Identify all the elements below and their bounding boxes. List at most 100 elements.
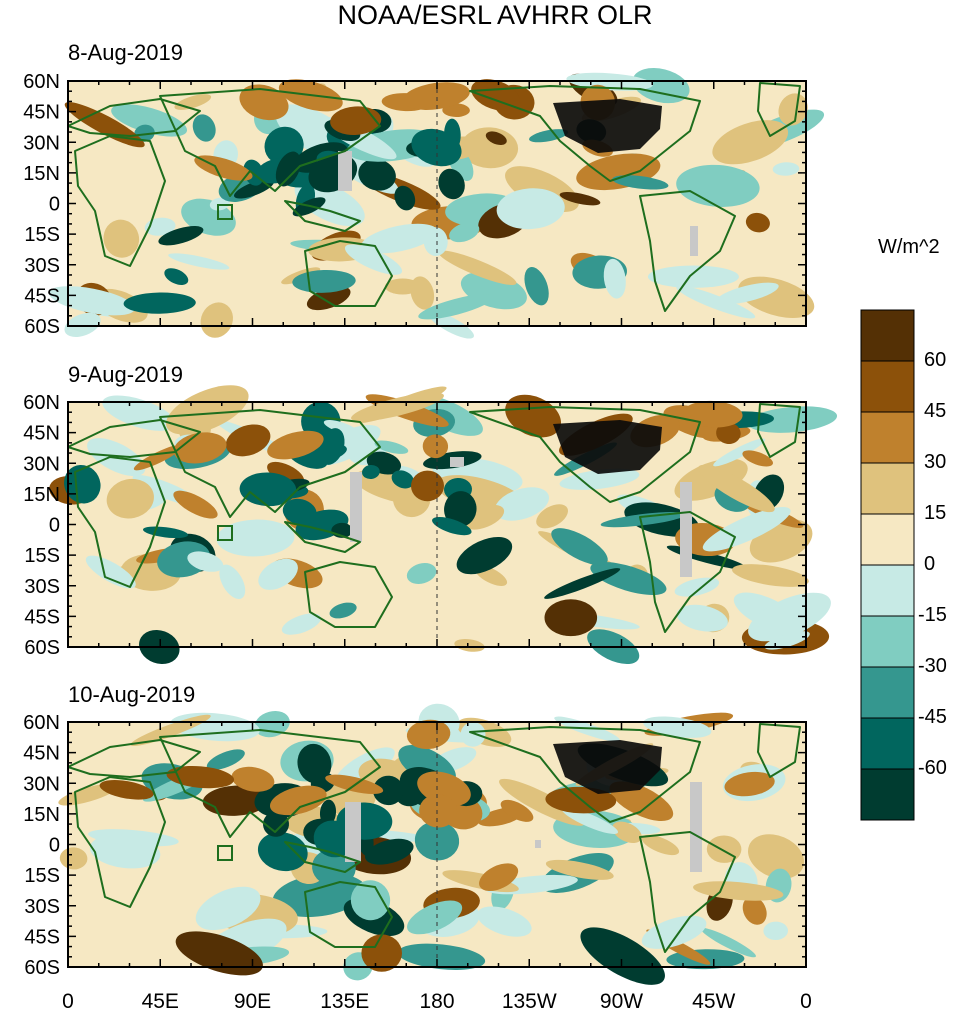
asia-coastline [159, 88, 381, 197]
anomaly-contour [600, 511, 686, 528]
latitude-label: 60N [23, 71, 60, 93]
warm-contour [406, 719, 451, 750]
warm-contour [194, 155, 253, 181]
anomaly-contour [772, 162, 800, 176]
anomaly-contour [551, 528, 608, 566]
anomaly-contour [454, 638, 485, 652]
anomaly-contour [712, 120, 789, 165]
greenland-coastline [757, 723, 801, 778]
warm-contour [269, 785, 327, 816]
axis-ticks-1 [67, 80, 807, 327]
axis-ticks-2 [67, 401, 807, 648]
warm-contour [411, 470, 444, 502]
warm-contour [716, 422, 741, 445]
latitude-label: 15N [23, 163, 60, 185]
warm-contour [173, 432, 227, 464]
warm-contour [267, 430, 324, 460]
axis-ticks-3 [67, 721, 807, 968]
australia-coastline [304, 561, 393, 628]
colorbar-label-60: 60 [924, 349, 947, 371]
convection-contour [373, 775, 404, 806]
north-america-coastline [469, 406, 701, 503]
north-america-outline [553, 99, 662, 153]
anomaly-contour [258, 558, 298, 590]
region-box [217, 525, 233, 541]
anomaly-contour [456, 537, 513, 575]
south-america-coastline [639, 190, 736, 312]
latitude-label: 15S [24, 545, 60, 567]
colorbar-label-45: 45 [924, 400, 947, 422]
anomaly-contour [612, 821, 642, 844]
anomaly-contour [106, 478, 154, 519]
latitude-label: 30S [24, 255, 60, 277]
missing-data-patch [680, 482, 692, 577]
colorbar-swatch [860, 513, 915, 566]
longitude-label: 90W [600, 990, 643, 1013]
colorbar-swatch [860, 564, 915, 617]
latitude-label: 60S [24, 316, 60, 338]
anomaly-contour [192, 114, 216, 142]
olr-anomaly-field-1 [48, 68, 825, 339]
anomaly-contour [281, 613, 321, 635]
convection-contour [432, 517, 472, 536]
anomaly-contour [406, 563, 437, 584]
maritime-continent-coastline [284, 841, 361, 873]
anomaly-contour [123, 292, 196, 314]
anomaly-contour [494, 487, 550, 521]
anomaly-contour [175, 931, 263, 976]
anomaly-contour [350, 880, 391, 921]
greenland-coastline [757, 82, 801, 137]
latitude-label: 30S [24, 576, 60, 598]
anomaly-contour [414, 820, 460, 861]
anomaly-contour [716, 282, 779, 305]
latitude-label: 60N [23, 712, 60, 734]
anomaly-contour [612, 175, 669, 190]
coastline-2 [67, 403, 801, 633]
latitude-label: 60S [24, 957, 60, 979]
anomaly-contour [647, 265, 739, 288]
convection-contour [362, 464, 380, 480]
coastline-3 [67, 723, 801, 953]
longitude-label: 0 [800, 990, 812, 1013]
warm-contour [402, 82, 470, 110]
longitude-label: 135W [502, 990, 557, 1013]
anomaly-contour [103, 219, 140, 258]
anomaly-contour [64, 312, 101, 337]
asia-coastline [159, 409, 381, 518]
anomaly-contour [438, 250, 517, 285]
anomaly-contour [676, 604, 728, 632]
convection-contour [319, 428, 345, 465]
colorbar-swatch [860, 615, 915, 668]
africa-coastline [74, 776, 166, 908]
anomaly-contour [351, 392, 444, 422]
anomaly-contour [742, 896, 767, 925]
europe-coastline [67, 419, 201, 458]
anomaly-contour [133, 444, 183, 471]
north-america-coastline [469, 726, 701, 823]
anomaly-contour [562, 807, 618, 834]
colorbar-swatch [860, 768, 915, 821]
north-america-coastline [469, 85, 701, 182]
anomaly-contour [745, 212, 770, 233]
africa-coastline [74, 456, 166, 588]
latitude-label: 15S [24, 865, 60, 887]
latitude-label: 45N [23, 102, 60, 124]
anomaly-contour [641, 915, 707, 949]
anomaly-contour [449, 222, 480, 243]
anomaly-contour [544, 568, 621, 599]
anomaly-contour [361, 223, 438, 254]
anomaly-contour [374, 440, 409, 454]
colorbar [860, 309, 915, 821]
latitude-label: 30N [23, 773, 60, 795]
anomaly-contour [676, 285, 756, 319]
anomaly-contour [632, 68, 690, 104]
longitude-label: 180 [419, 990, 454, 1013]
anomaly-contour [102, 395, 176, 431]
colorbar-swatch [860, 360, 915, 413]
anomaly-contour [479, 863, 519, 892]
anomaly-contour [559, 468, 640, 490]
missing-data-patch [450, 457, 464, 467]
convection-contour [239, 472, 297, 507]
longitude-label: 45W [692, 990, 735, 1013]
colorbar-swatch [860, 462, 915, 515]
